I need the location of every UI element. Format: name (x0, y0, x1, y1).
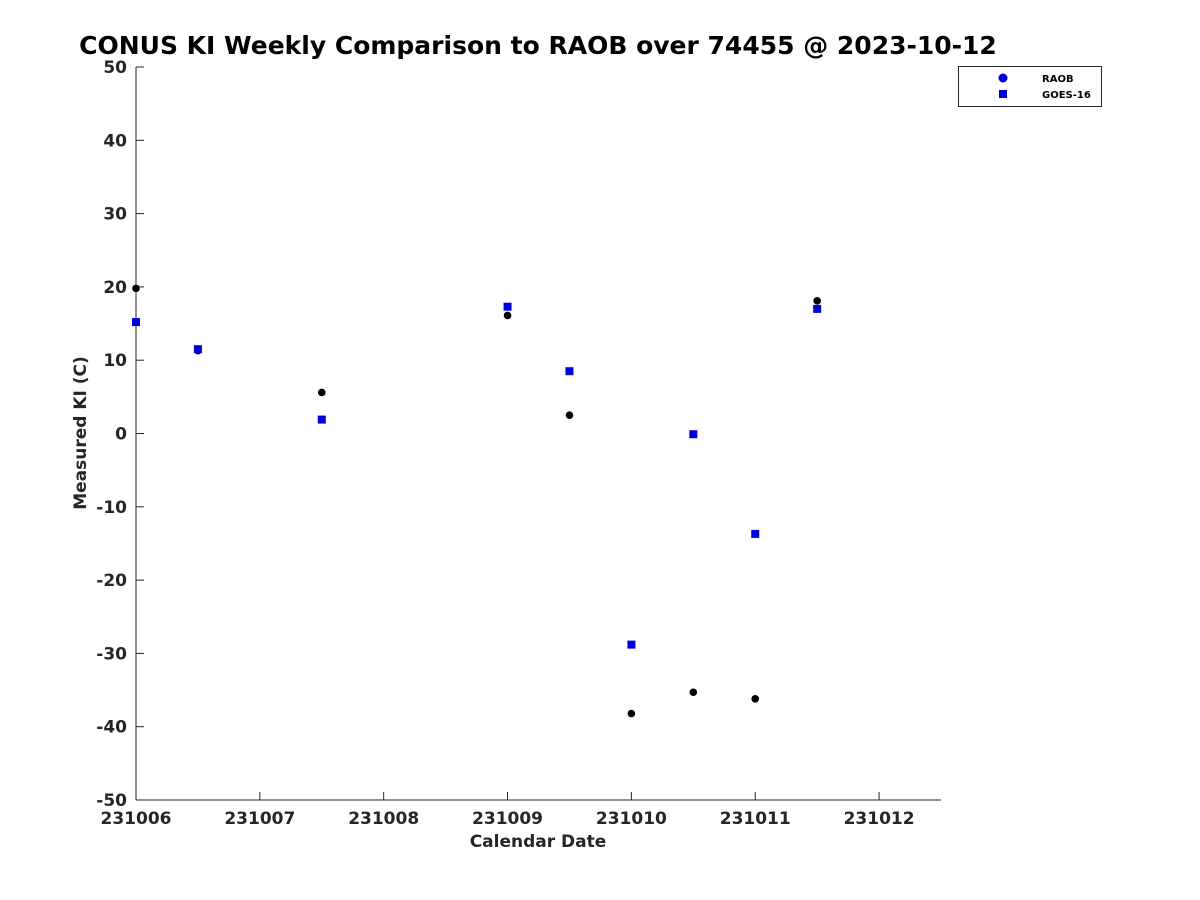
x-tick-label: 231008 (348, 809, 419, 829)
y-axis-label: Measured KI (C) (71, 356, 91, 510)
raob-point (317, 388, 326, 397)
goes16-point (565, 367, 574, 376)
raob-point (132, 284, 140, 293)
raob-series (132, 284, 821, 718)
goes16-point (751, 529, 760, 538)
goes16-point (689, 430, 698, 439)
y-tick-label: -40 (96, 718, 127, 738)
axes (135, 67, 941, 801)
raob-point (503, 311, 512, 320)
legend-marker-raob (998, 73, 1008, 83)
raob-point (751, 695, 760, 703)
x-tick-label: 231006 (101, 809, 172, 829)
goes16-point (503, 302, 512, 311)
ticks: 231006 231007 231008 231009 231010 231011 2310… (96, 58, 914, 829)
goes16-point (813, 304, 822, 313)
goes16-series (132, 302, 822, 649)
y-tick-label: -20 (96, 571, 127, 591)
chart-title: CONUS KI Weekly Comparison to RAOB over … (79, 31, 997, 60)
y-tick-label: -10 (96, 498, 127, 518)
legend-label: RAOB (1042, 74, 1074, 85)
goes16-point (317, 415, 326, 424)
y-tick-label: 0 (115, 425, 127, 445)
x-axis-label: Calendar Date (470, 832, 607, 852)
raob-point (565, 411, 574, 419)
y-tick-label: 10 (103, 351, 127, 371)
x-tick-label: 231007 (224, 809, 295, 829)
y-tick-label: 20 (103, 278, 127, 298)
y-tick-label: -30 (96, 644, 127, 664)
legend: RAOB GOES-16 (958, 66, 1102, 107)
x-tick-label: 231010 (596, 809, 667, 829)
y-tick-label: 30 (103, 205, 127, 225)
legend-marker-goes16 (999, 90, 1007, 98)
raob-point (627, 709, 636, 718)
goes16-point (132, 318, 140, 327)
x-tick-label: 231009 (472, 809, 543, 829)
x-tick-label: 231012 (844, 809, 915, 829)
x-tick-label: 231011 (720, 809, 791, 829)
y-tick-label: 40 (103, 131, 127, 151)
legend-box (958, 66, 1102, 107)
goes16-point (193, 345, 202, 354)
data-marks (132, 284, 822, 718)
raob-point (689, 688, 698, 697)
goes16-point (627, 640, 636, 649)
y-tick-label: 50 (103, 58, 127, 78)
y-tick-label: -50 (96, 791, 127, 811)
raob-point (813, 297, 821, 305)
legend-label: GOES-16 (1042, 90, 1091, 101)
